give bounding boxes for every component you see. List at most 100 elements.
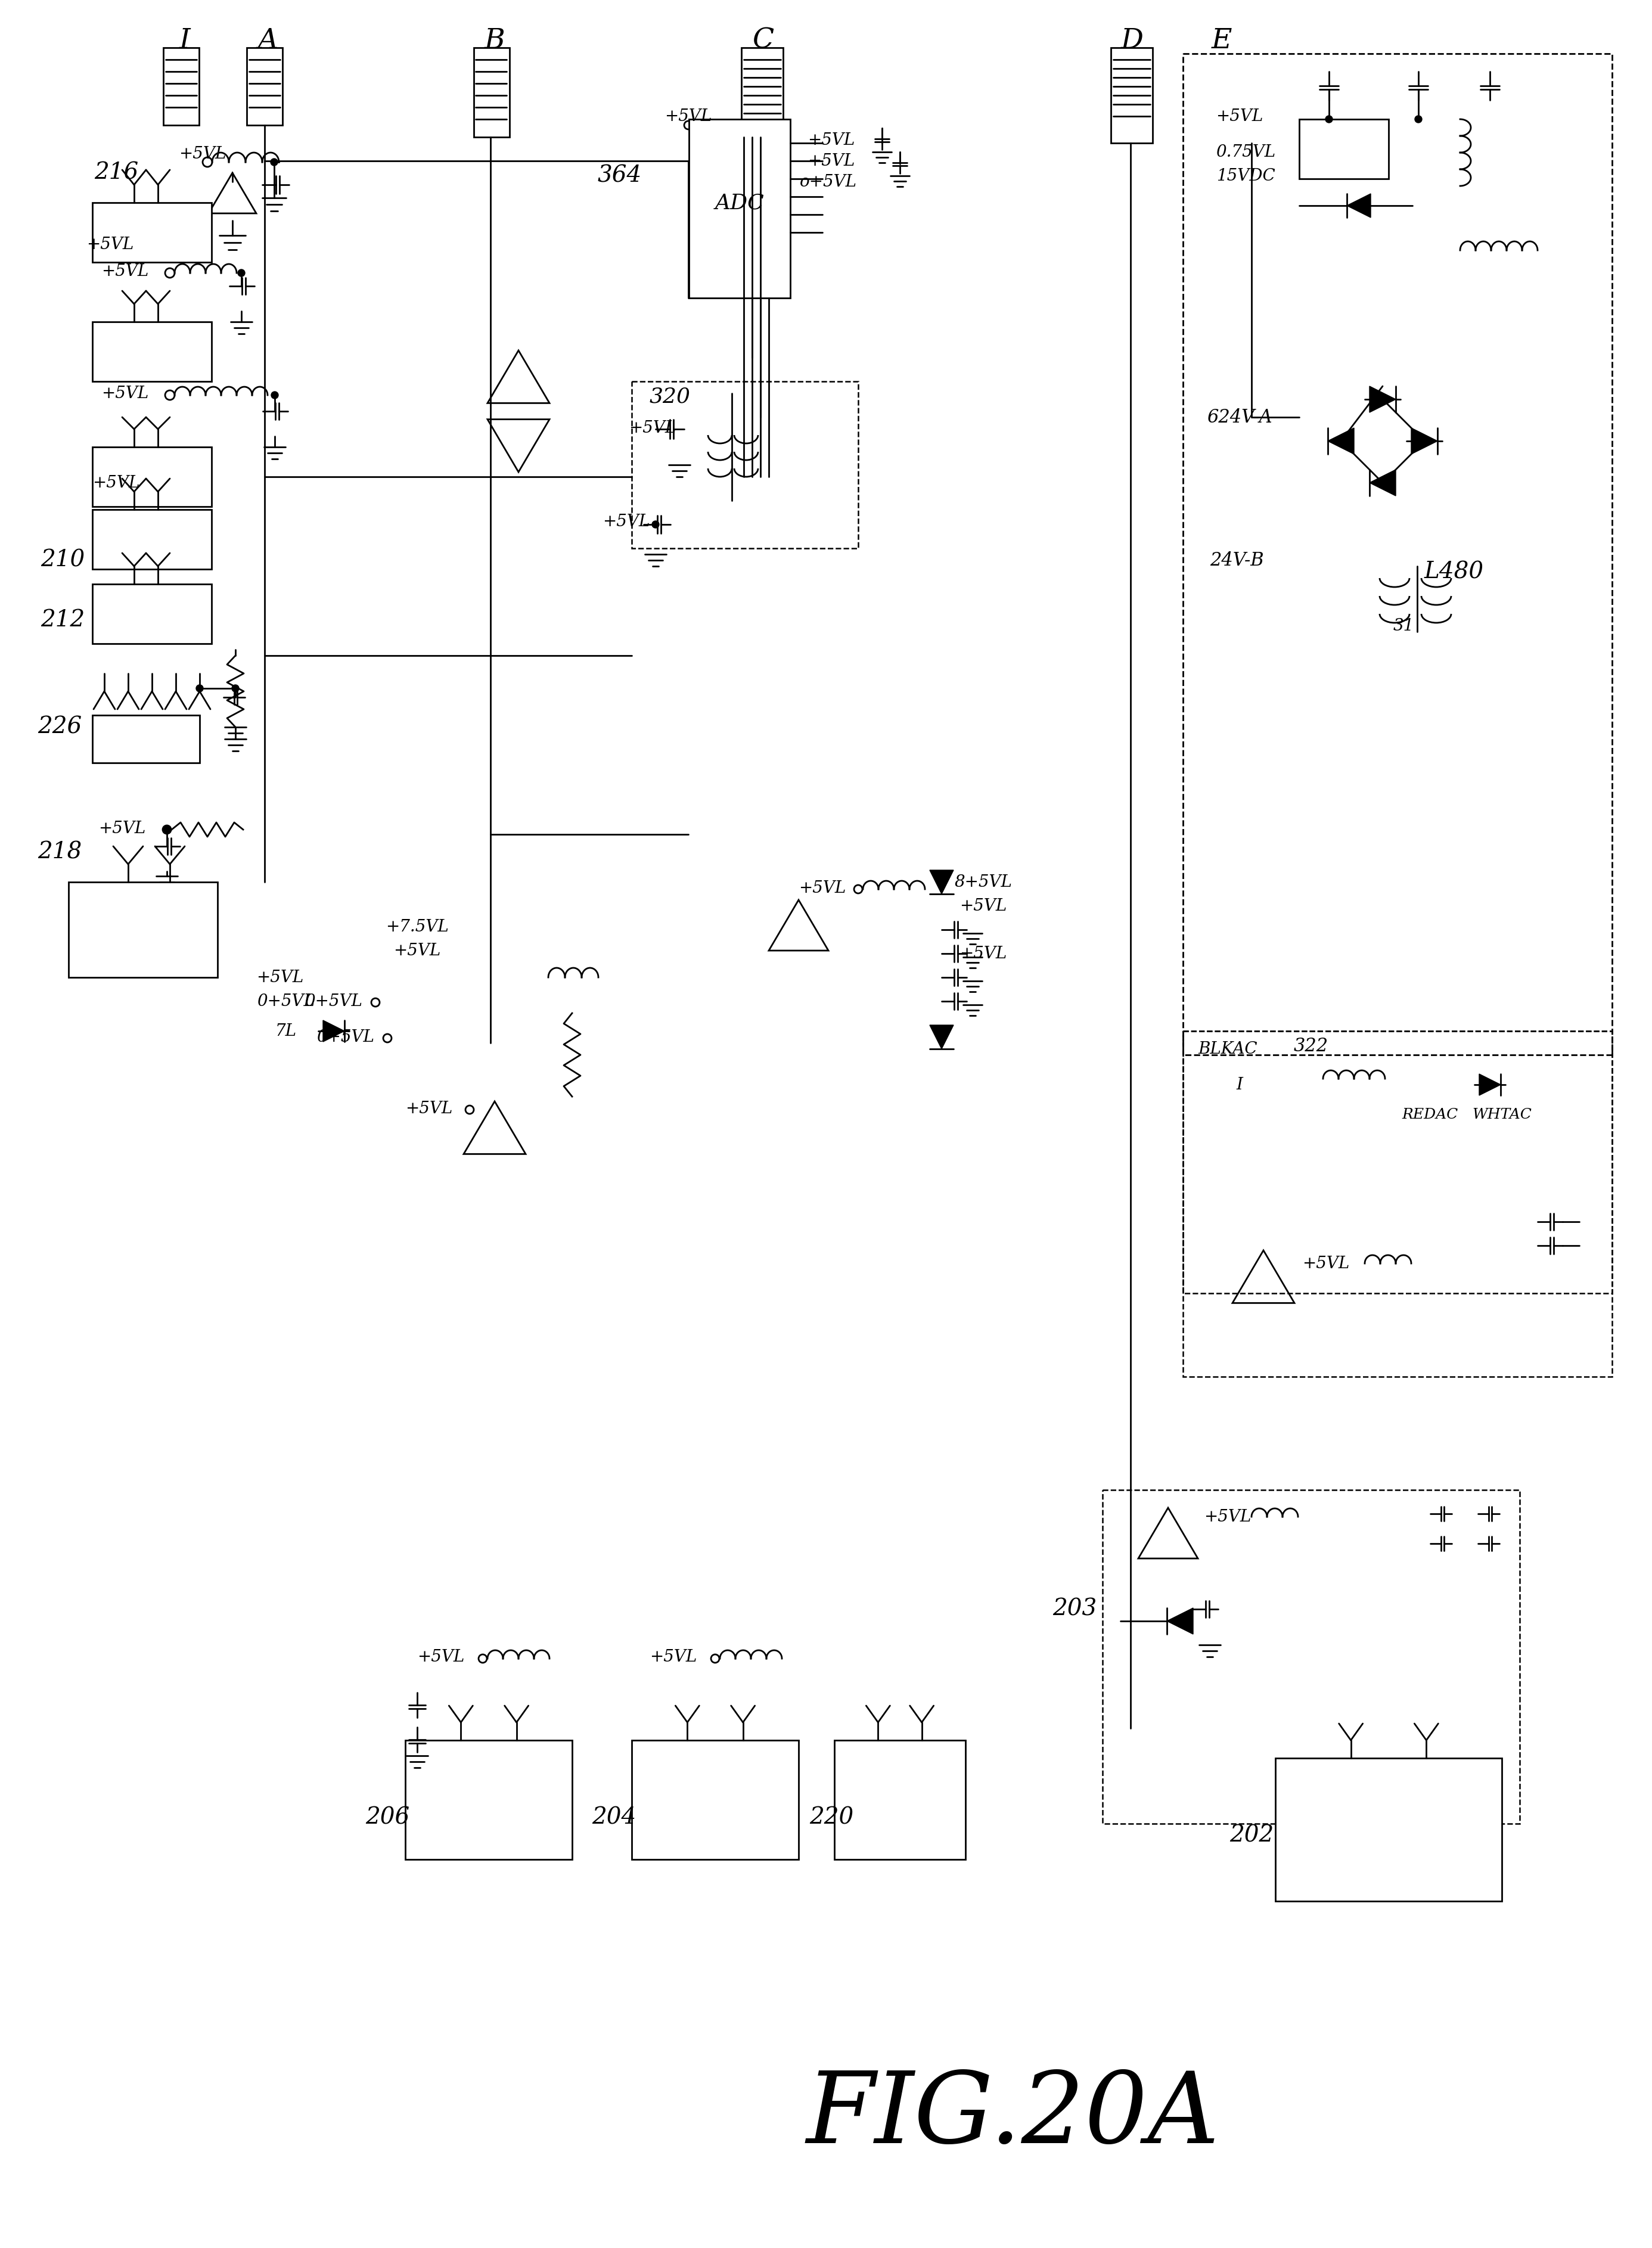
Text: 218: 218 <box>38 841 81 863</box>
Text: +5VL: +5VL <box>629 420 676 436</box>
Text: +5VL: +5VL <box>960 946 1008 962</box>
Bar <box>93 584 211 643</box>
Text: L480: L480 <box>1424 562 1483 582</box>
Circle shape <box>1325 115 1333 124</box>
Bar <box>93 510 211 569</box>
Text: +5VL: +5VL <box>393 942 441 958</box>
Text: 24V-B: 24V-B <box>1209 551 1264 569</box>
Bar <box>68 881 218 978</box>
Text: 220: 220 <box>809 1807 854 1828</box>
Text: C: C <box>752 27 773 54</box>
Text: +5VL: +5VL <box>86 236 134 252</box>
Text: B: B <box>484 27 506 54</box>
Text: +5VL: +5VL <box>418 1648 464 1666</box>
Text: ADC: ADC <box>715 193 765 214</box>
Text: 0.75VL: 0.75VL <box>1216 144 1275 160</box>
Text: +5VL: +5VL <box>664 108 712 124</box>
Polygon shape <box>930 1025 953 1050</box>
Polygon shape <box>1411 427 1437 454</box>
Polygon shape <box>1346 193 1371 218</box>
Bar <box>93 202 211 263</box>
Bar <box>1183 1032 1612 1376</box>
Text: +5VL: +5VL <box>603 513 649 531</box>
Text: +5VL: +5VL <box>93 474 140 490</box>
Text: 0+5VL: 0+5VL <box>306 994 362 1009</box>
Circle shape <box>271 160 278 166</box>
Text: 624V-A: 624V-A <box>1208 407 1272 427</box>
Text: 204: 204 <box>591 1807 636 1828</box>
Circle shape <box>653 522 659 528</box>
Bar <box>93 715 200 762</box>
Circle shape <box>271 391 278 398</box>
Text: 216: 216 <box>94 162 139 184</box>
Text: +5VL: +5VL <box>101 263 149 279</box>
Circle shape <box>197 686 203 692</box>
Text: 322: 322 <box>1294 1036 1328 1054</box>
Text: 0+5VL: 0+5VL <box>258 994 316 1009</box>
Polygon shape <box>1328 427 1355 454</box>
Circle shape <box>231 686 240 692</box>
Text: +5VL: +5VL <box>1216 108 1264 124</box>
Text: WHTAC: WHTAC <box>1472 1108 1531 1122</box>
Text: 320: 320 <box>649 387 691 407</box>
Text: +5VL: +5VL <box>178 146 226 162</box>
Bar <box>631 382 857 549</box>
Text: +5VL: +5VL <box>1204 1508 1251 1524</box>
Polygon shape <box>324 1021 345 1041</box>
Text: 8+5VL: 8+5VL <box>955 874 1013 890</box>
Text: 212: 212 <box>40 609 84 632</box>
Bar <box>1183 54 1612 1054</box>
Text: +5VL: +5VL <box>649 1648 697 1666</box>
Text: +5VL: +5VL <box>808 153 856 169</box>
Text: I: I <box>178 27 190 54</box>
Text: 206: 206 <box>365 1807 410 1828</box>
Text: FIG.20A: FIG.20A <box>806 2068 1219 2163</box>
Text: BLKAC: BLKAC <box>1198 1041 1257 1057</box>
Text: 364: 364 <box>598 164 643 187</box>
Text: D: D <box>1122 27 1143 54</box>
Bar <box>834 1740 965 1859</box>
Polygon shape <box>1370 470 1396 497</box>
Text: REDAC: REDAC <box>1403 1108 1459 1122</box>
Text: E: E <box>1211 27 1232 54</box>
Bar <box>1102 1490 1520 1823</box>
Polygon shape <box>1370 387 1396 411</box>
Text: +5VL: +5VL <box>1302 1254 1350 1272</box>
Text: 203: 203 <box>1052 1598 1097 1621</box>
Text: +5VL: +5VL <box>960 897 1008 915</box>
Bar <box>631 1740 798 1859</box>
Text: +5VL: +5VL <box>405 1102 453 1117</box>
Polygon shape <box>1479 1075 1500 1095</box>
Bar <box>1110 47 1153 144</box>
Bar <box>93 321 211 382</box>
Text: o+5VL: o+5VL <box>800 173 857 189</box>
Text: +5VL: +5VL <box>800 879 846 897</box>
Text: 31: 31 <box>1393 618 1414 634</box>
Bar <box>1275 1758 1502 1902</box>
Text: +7.5VL: +7.5VL <box>385 919 449 935</box>
Text: +5VL: +5VL <box>99 821 145 836</box>
Bar <box>474 47 509 137</box>
Bar <box>246 47 282 126</box>
Text: 0+5VL: 0+5VL <box>317 1030 375 1045</box>
Bar <box>742 47 783 137</box>
Text: A: A <box>258 27 278 54</box>
Bar <box>405 1740 572 1859</box>
Text: 202: 202 <box>1229 1825 1274 1846</box>
Circle shape <box>1414 115 1422 124</box>
Text: 15VDC: 15VDC <box>1216 169 1275 184</box>
Polygon shape <box>1166 1607 1193 1634</box>
Text: I: I <box>1236 1077 1242 1093</box>
Circle shape <box>164 825 170 834</box>
Bar <box>164 47 198 126</box>
Circle shape <box>238 270 244 277</box>
Text: +5VL: +5VL <box>808 133 856 148</box>
Bar <box>1183 1032 1612 1293</box>
Text: 7L: 7L <box>276 1023 297 1039</box>
Bar <box>689 119 790 299</box>
Text: 226: 226 <box>38 717 81 737</box>
Text: +5VL: +5VL <box>256 969 304 985</box>
Polygon shape <box>930 870 953 895</box>
Bar <box>1298 119 1389 180</box>
Text: +5VL: +5VL <box>101 384 149 402</box>
